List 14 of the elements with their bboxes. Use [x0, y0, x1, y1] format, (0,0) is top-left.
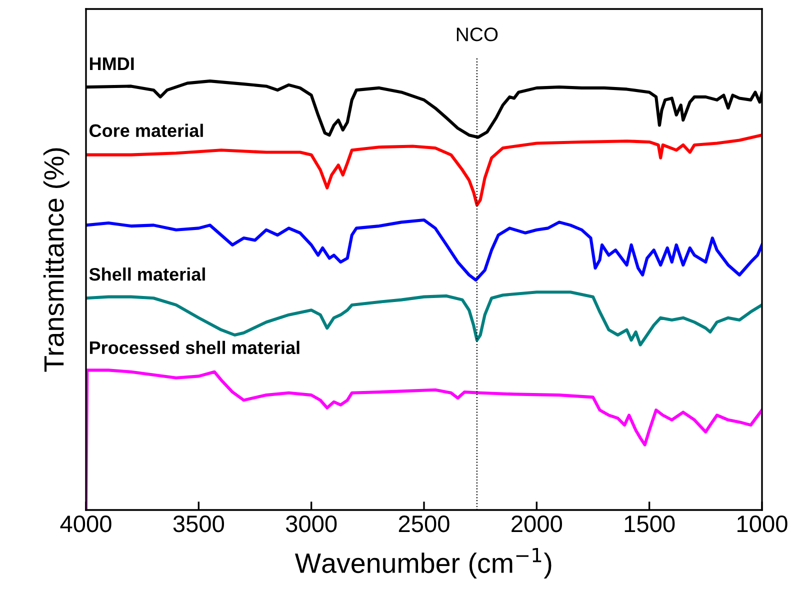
series-label: Processed shell material	[90, 340, 300, 354]
series-label: HMDI	[90, 58, 134, 70]
ref-line-label: NCO	[456, 28, 498, 42]
x-tick-label: 3500	[173, 515, 224, 532]
y-axis-title: Transmittance (%)	[43, 148, 70, 372]
x-tick-label: 1500	[624, 515, 675, 532]
series-label: Core material	[90, 124, 203, 138]
x-axis-title: Wavenumber (cm$^{−1}$)	[294, 548, 552, 579]
x-tick-label: 3000	[286, 515, 337, 532]
x-tick-label: 4000	[60, 515, 112, 532]
x-tick-label: 2000	[512, 515, 562, 532]
x-tick-label: 2500	[398, 515, 450, 532]
series-label: Shell material	[89, 267, 205, 281]
x-tick-label: 1000	[738, 515, 788, 532]
